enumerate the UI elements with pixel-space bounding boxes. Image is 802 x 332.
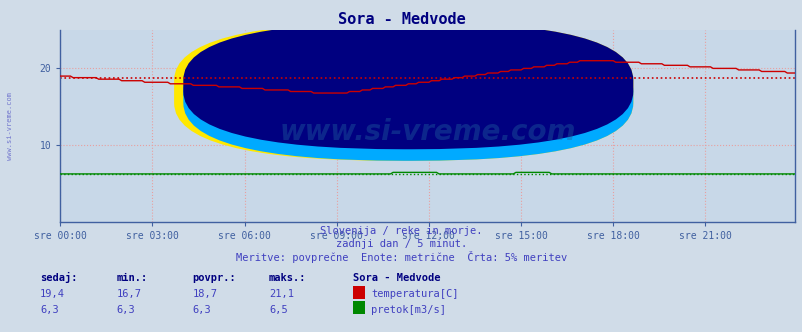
Text: Meritve: povprečne  Enote: metrične  Črta: 5% meritev: Meritve: povprečne Enote: metrične Črta:… [236, 251, 566, 263]
Text: povpr.:: povpr.: [192, 273, 236, 283]
Text: 19,4: 19,4 [40, 289, 65, 299]
Text: Sora - Medvode: Sora - Medvode [337, 12, 465, 27]
FancyBboxPatch shape [174, 22, 633, 161]
Text: pretok[m3/s]: pretok[m3/s] [371, 305, 445, 315]
Text: www.si-vreme.com: www.si-vreme.com [279, 118, 575, 146]
FancyBboxPatch shape [183, 34, 633, 161]
Text: Sora - Medvode: Sora - Medvode [353, 273, 440, 283]
Text: min.:: min.: [116, 273, 148, 283]
Text: 16,7: 16,7 [116, 289, 141, 299]
Text: 21,1: 21,1 [269, 289, 294, 299]
Text: www.si-vreme.com: www.si-vreme.com [7, 92, 14, 160]
Text: sedaj:: sedaj: [40, 272, 78, 283]
Text: Slovenija / reke in morje.: Slovenija / reke in morje. [320, 226, 482, 236]
Text: zadnji dan / 5 minut.: zadnji dan / 5 minut. [335, 239, 467, 249]
Text: 18,7: 18,7 [192, 289, 217, 299]
Text: maks.:: maks.: [269, 273, 306, 283]
FancyBboxPatch shape [183, 22, 633, 149]
Text: 6,3: 6,3 [116, 305, 135, 315]
Text: 6,3: 6,3 [192, 305, 211, 315]
Text: temperatura[C]: temperatura[C] [371, 289, 458, 299]
Text: 6,5: 6,5 [269, 305, 287, 315]
Text: 6,3: 6,3 [40, 305, 59, 315]
